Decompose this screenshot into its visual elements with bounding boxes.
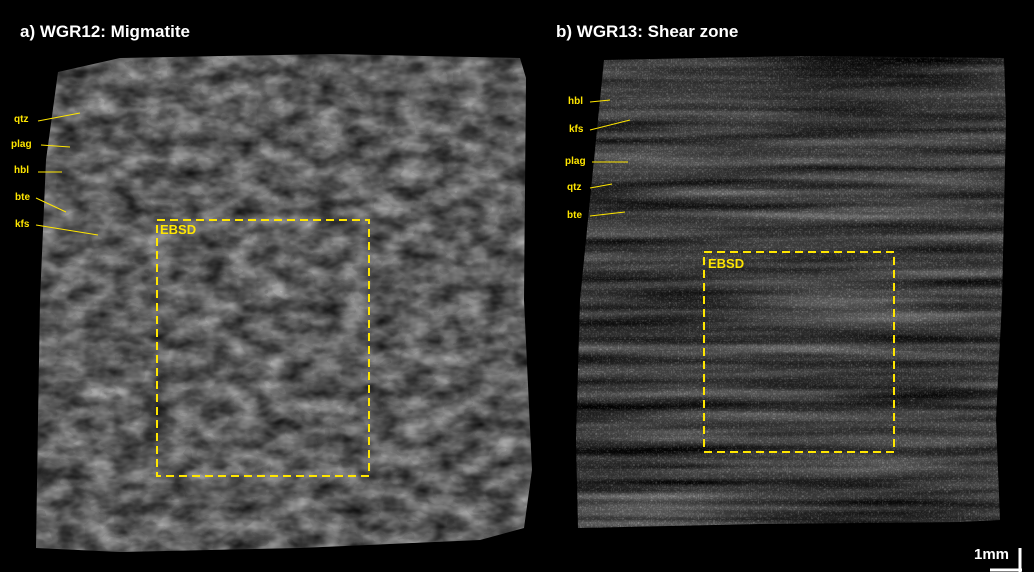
mineral-label-plag-b: plag xyxy=(565,156,586,167)
ebsd-box-b xyxy=(703,251,895,453)
sample-wgr12 xyxy=(36,54,532,552)
sample-wgr13 xyxy=(576,56,1006,528)
mineral-label-bte-a: bte xyxy=(15,192,30,203)
mineral-label-plag-a: plag xyxy=(11,139,32,150)
mineral-label-hbl-b: hbl xyxy=(568,96,583,107)
leader-lines-b xyxy=(589,99,631,217)
scale-bar xyxy=(990,548,1022,572)
panel-a-title: a) WGR12: Migmatite xyxy=(20,22,191,41)
mineral-label-qtz-b: qtz xyxy=(567,182,582,193)
scale-bar-label: 1mm xyxy=(974,546,1010,563)
ebsd-box-a xyxy=(156,219,370,477)
mineral-label-kfs-b: kfs xyxy=(569,124,584,135)
mineral-label-hbl-a: hbl xyxy=(14,165,29,176)
ebsd-label-a: EBSD xyxy=(160,222,197,237)
ebsd-label-b: EBSD xyxy=(708,256,745,271)
mineral-label-kfs-a: kfs xyxy=(15,219,30,230)
leader-lines-a xyxy=(35,112,99,236)
panel-b-title: b) WGR13: Shear zone xyxy=(556,22,739,41)
mineral-label-qtz-a: qtz xyxy=(14,114,29,125)
mineral-label-bte-b: bte xyxy=(567,210,582,221)
